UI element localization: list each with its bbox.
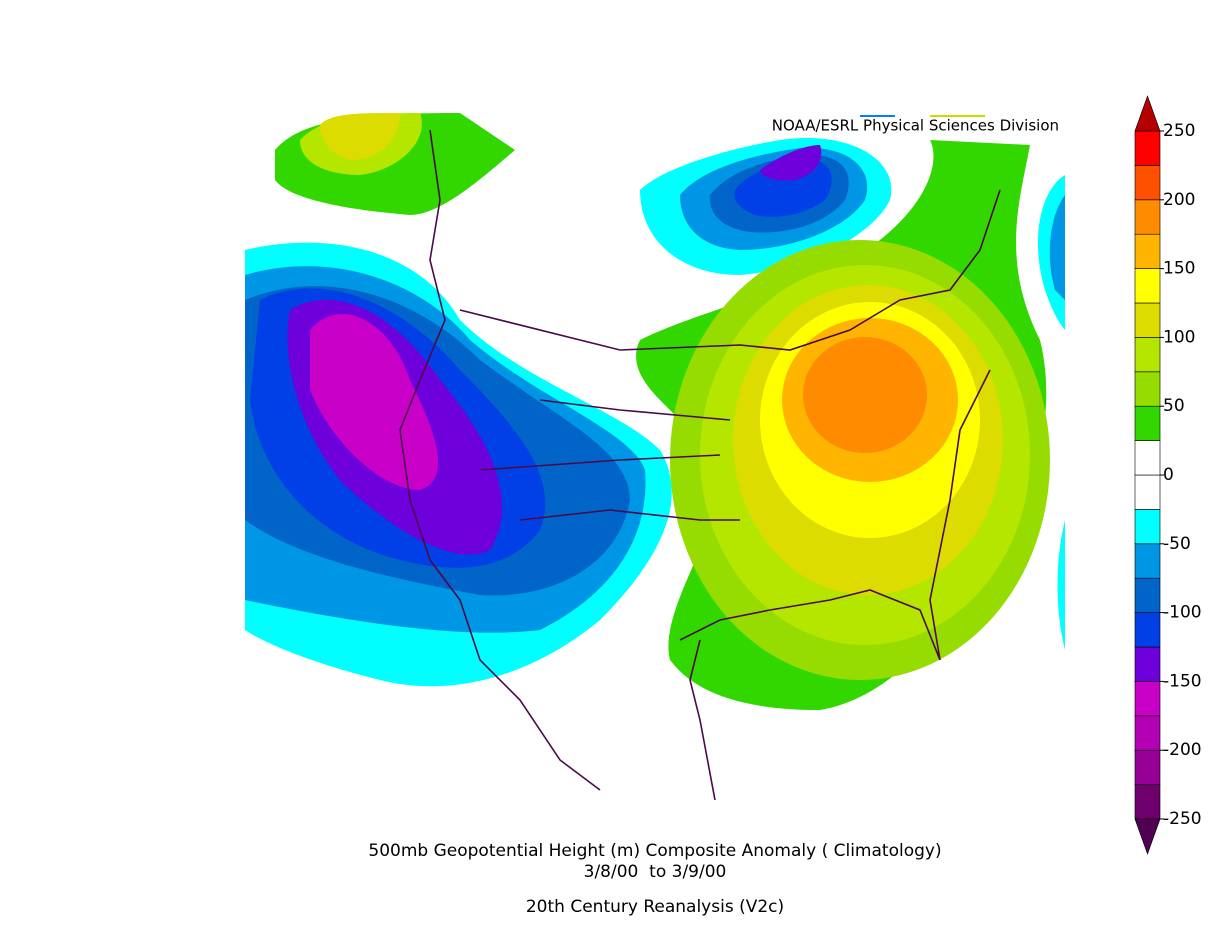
title: 500mb Geopotential Height (m) Composite …	[368, 841, 941, 861]
colorbar-tick-label: 250	[1163, 121, 1195, 141]
colorbar-segment	[1134, 440, 1161, 476]
colorbar: -250 -200 -150 -100 -50 0 50 100 150 200 250	[1134, 95, 1202, 855]
colorbar-tick-label: 200	[1163, 190, 1195, 210]
colorbar-tick-label: -100	[1163, 603, 1202, 623]
colorbar-segment	[1134, 302, 1161, 338]
colorbar-segment	[1134, 337, 1161, 373]
colorbar-segment	[1134, 784, 1161, 820]
colorbar-segment	[1134, 130, 1161, 166]
coastlines	[399, 129, 1001, 801]
colorbar-segment	[1134, 405, 1161, 441]
colorbar-segment	[1134, 646, 1161, 682]
colorbar-segment	[1134, 577, 1161, 613]
colorbar-tick-label: -200	[1163, 740, 1202, 760]
colorbar-segment	[1134, 749, 1161, 785]
colorbar-segment	[1134, 509, 1161, 545]
credit: NOAA/ESRL Physical Sciences Division	[772, 117, 1059, 135]
anomaly-field	[245, 113, 1065, 710]
colorbar-tick-label: -250	[1163, 809, 1202, 829]
colorbar-segment	[1134, 268, 1161, 304]
colorbar-segment	[1134, 199, 1161, 235]
colorbar-segment	[1134, 715, 1161, 751]
colorbar-tick-label: 150	[1163, 259, 1195, 279]
colorbar-segment	[1134, 612, 1161, 648]
colorbar-over	[1134, 95, 1161, 132]
colorbar-segment	[1134, 233, 1161, 269]
dates: 3/8/00 to 3/9/00	[584, 862, 727, 882]
colorbar-tick-label: -150	[1163, 671, 1202, 691]
colorbar-segment	[1134, 371, 1161, 407]
colorbar-segment	[1134, 681, 1161, 717]
colorbar-segment	[1134, 543, 1161, 579]
colorbar-segment	[1134, 165, 1161, 201]
colorbar-tick-label: -50	[1163, 534, 1191, 554]
colorbar-tick-label: 50	[1163, 396, 1185, 416]
source: 20th Century Reanalysis (V2c)	[526, 897, 784, 917]
colorbar-tick-label: 100	[1163, 327, 1195, 347]
colorbar-segment	[1134, 474, 1161, 510]
colorbar-under	[1134, 818, 1161, 855]
colorbar-tick-label: 0	[1163, 465, 1174, 485]
